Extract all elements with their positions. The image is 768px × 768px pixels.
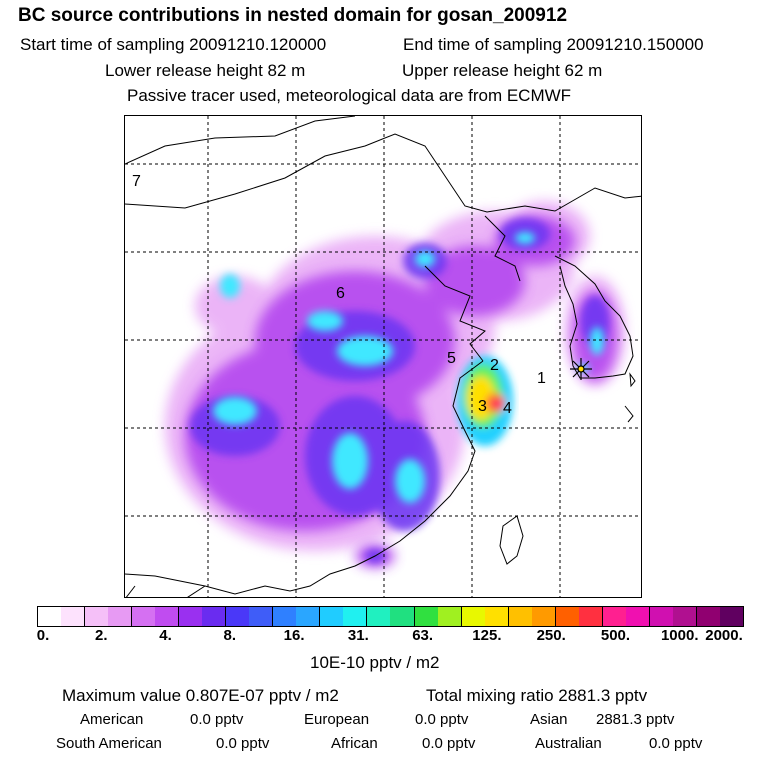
legend-swatch [108,607,132,626]
legend-swatch [84,607,109,626]
asian-value: 2881.3 pptv [596,711,675,728]
end-time: End time of sampling 20091210.150000 [403,35,704,54]
legend-swatch [413,607,438,626]
tracer-note: Passive tracer used, meteorological data… [127,86,572,105]
legend-tick-label: 31. [347,627,369,644]
legend-swatch [531,607,555,626]
legend-tick-label: 1000. [660,627,699,644]
legend-tick-label: 250. [536,627,566,644]
legend-tick-label: 2000. [705,627,743,644]
legend-tick-label: 2. [95,627,108,644]
region-label-7: 7 [132,173,141,190]
australian-value: 0.0 pptv [649,735,703,752]
maximum-value: Maximum value 0.807E-07 pptv / m2 [62,686,339,705]
legend-tick-label: 0. [36,627,50,644]
legend-swatch [390,607,414,626]
region-label-6: 6 [336,285,345,302]
color-legend-bar [37,606,744,627]
legend-swatch [131,607,156,626]
legend-swatch [648,607,673,626]
legend-swatch [178,607,203,626]
european-label: European [304,711,370,728]
legend-swatch [38,607,62,626]
african-value: 0.0 pptv [422,735,476,752]
legend-swatch [319,607,344,626]
legend-swatch [578,607,602,626]
legend-swatch [672,607,696,626]
map-panel: 1 2 3 4 5 6 7 [124,115,642,598]
legend-tick-label: 8. [223,627,237,644]
south-american-value: 0.0 pptv [216,735,270,752]
legend-tick-label: 4. [159,627,172,644]
legend-unit: 10E-10 pptv / m2 [310,653,440,672]
african-label: African [331,735,378,752]
region-label-3: 3 [478,398,487,415]
legend-swatch [484,607,508,626]
lower-release-height: Lower release height 82 m [105,61,306,80]
american-label: American [80,711,144,728]
asian-label: Asian [530,711,568,728]
legend-swatch [249,607,273,626]
page-title: BC source contributions in nested domain… [18,5,568,26]
legend-swatch [272,607,297,626]
legend-swatch [695,607,720,626]
legend-swatch [625,607,649,626]
graticule [125,116,641,597]
european-value: 0.0 pptv [415,711,469,728]
legend-swatch [225,607,250,626]
american-value: 0.0 pptv [190,711,244,728]
legend-swatch [601,607,626,626]
legend-tick-label: 16. [283,627,305,644]
legend-swatch [155,607,179,626]
region-label-4: 4 [503,400,512,417]
legend-swatch [202,607,226,626]
coastlines [125,116,641,597]
legend-swatch [719,607,743,626]
start-time: Start time of sampling 20091210.120000 [20,35,327,54]
legend-swatch [460,607,485,626]
legend-swatch [61,607,85,626]
star-icon [570,358,592,380]
australian-label: Australian [535,735,602,752]
legend-swatch [507,607,532,626]
legend-swatch [554,607,579,626]
legend-tick-label: 125. [472,627,502,644]
legend-swatch [343,607,367,626]
plume-field [165,201,625,568]
total-mixing-ratio: Total mixing ratio 2881.3 pptv [426,686,648,705]
region-label-2: 2 [490,357,499,374]
legend-tick-label: 63. [412,627,434,644]
legend-swatch [366,607,391,626]
legend-swatch [296,607,320,626]
concentration-map: 1 2 3 4 5 6 7 [125,116,641,597]
region-label-1: 1 [537,370,546,387]
legend-tick-label: 500. [600,627,631,644]
region-label-5: 5 [447,350,456,367]
upper-release-height: Upper release height 62 m [402,61,603,80]
legend-swatch [437,607,461,626]
south-american-label: South American [56,735,162,752]
